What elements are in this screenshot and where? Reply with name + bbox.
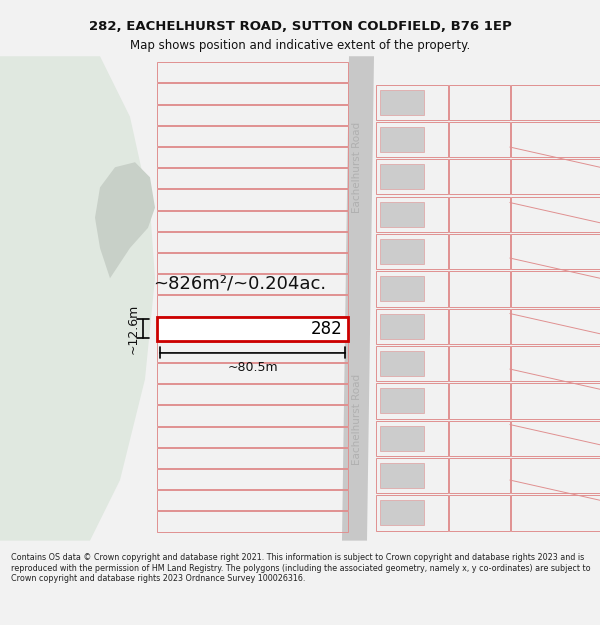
Bar [157,296,348,316]
Bar [157,317,348,341]
Text: ~826m²/~0.204ac.: ~826m²/~0.204ac. [154,274,326,292]
Bar [157,384,348,404]
Bar [157,84,348,104]
Bar [157,274,348,294]
Bar [376,458,448,493]
Bar [376,159,448,194]
Bar [157,427,348,447]
Bar [380,127,424,152]
Bar [157,511,348,531]
Bar [449,234,510,269]
Bar [449,346,510,381]
Bar [376,196,448,232]
Bar [376,383,448,419]
Bar [449,383,510,419]
Bar [157,406,348,426]
Bar [157,126,348,146]
Bar [511,458,600,493]
Bar [157,232,348,252]
Bar [157,469,348,489]
Bar [157,147,348,168]
Bar [380,463,424,488]
Bar [157,62,348,82]
Bar [449,84,510,120]
Bar [376,234,448,269]
Bar [157,253,348,273]
Bar [511,495,600,531]
Bar [157,211,348,231]
Text: Eachelhurst Road: Eachelhurst Road [352,122,362,213]
Text: 282, EACHELHURST ROAD, SUTTON COLDFIELD, B76 1EP: 282, EACHELHURST ROAD, SUTTON COLDFIELD,… [89,21,511,33]
Bar [157,448,348,468]
Bar [511,346,600,381]
Bar [511,84,600,120]
Text: Map shows position and indicative extent of the property.: Map shows position and indicative extent… [130,39,470,51]
Bar [380,351,424,376]
Text: ~80.5m: ~80.5m [227,361,278,374]
Bar [380,500,424,526]
Bar [376,122,448,157]
Bar [376,421,448,456]
Bar [511,271,600,306]
Bar [157,168,348,189]
Text: Eachelhurst Road: Eachelhurst Road [352,374,362,465]
Bar [511,159,600,194]
Bar [449,196,510,232]
Bar [511,196,600,232]
Polygon shape [342,56,374,541]
Polygon shape [95,162,155,278]
Bar [380,314,424,339]
Bar [511,421,600,456]
Bar [157,189,348,209]
Polygon shape [0,56,155,541]
Bar [376,495,448,531]
Bar [449,495,510,531]
Bar [449,421,510,456]
Bar [511,383,600,419]
Bar [449,309,510,344]
Bar [380,201,424,227]
Text: Contains OS data © Crown copyright and database right 2021. This information is : Contains OS data © Crown copyright and d… [11,553,590,583]
Bar [376,346,448,381]
Bar [380,89,424,115]
Bar [157,363,348,383]
Bar [157,342,348,362]
Bar [449,271,510,306]
Bar [449,458,510,493]
Text: 282: 282 [311,320,343,338]
Bar [380,426,424,451]
Bar [380,388,424,414]
Bar [376,84,448,120]
Bar [449,122,510,157]
Bar [511,122,600,157]
Bar [380,239,424,264]
Text: ~12.6m: ~12.6m [127,304,140,354]
Bar [157,104,348,125]
Bar [380,276,424,301]
Bar [157,490,348,511]
Bar [376,271,448,306]
Bar [511,234,600,269]
Bar [449,159,510,194]
Bar [376,309,448,344]
Bar [511,309,600,344]
Bar [380,164,424,189]
